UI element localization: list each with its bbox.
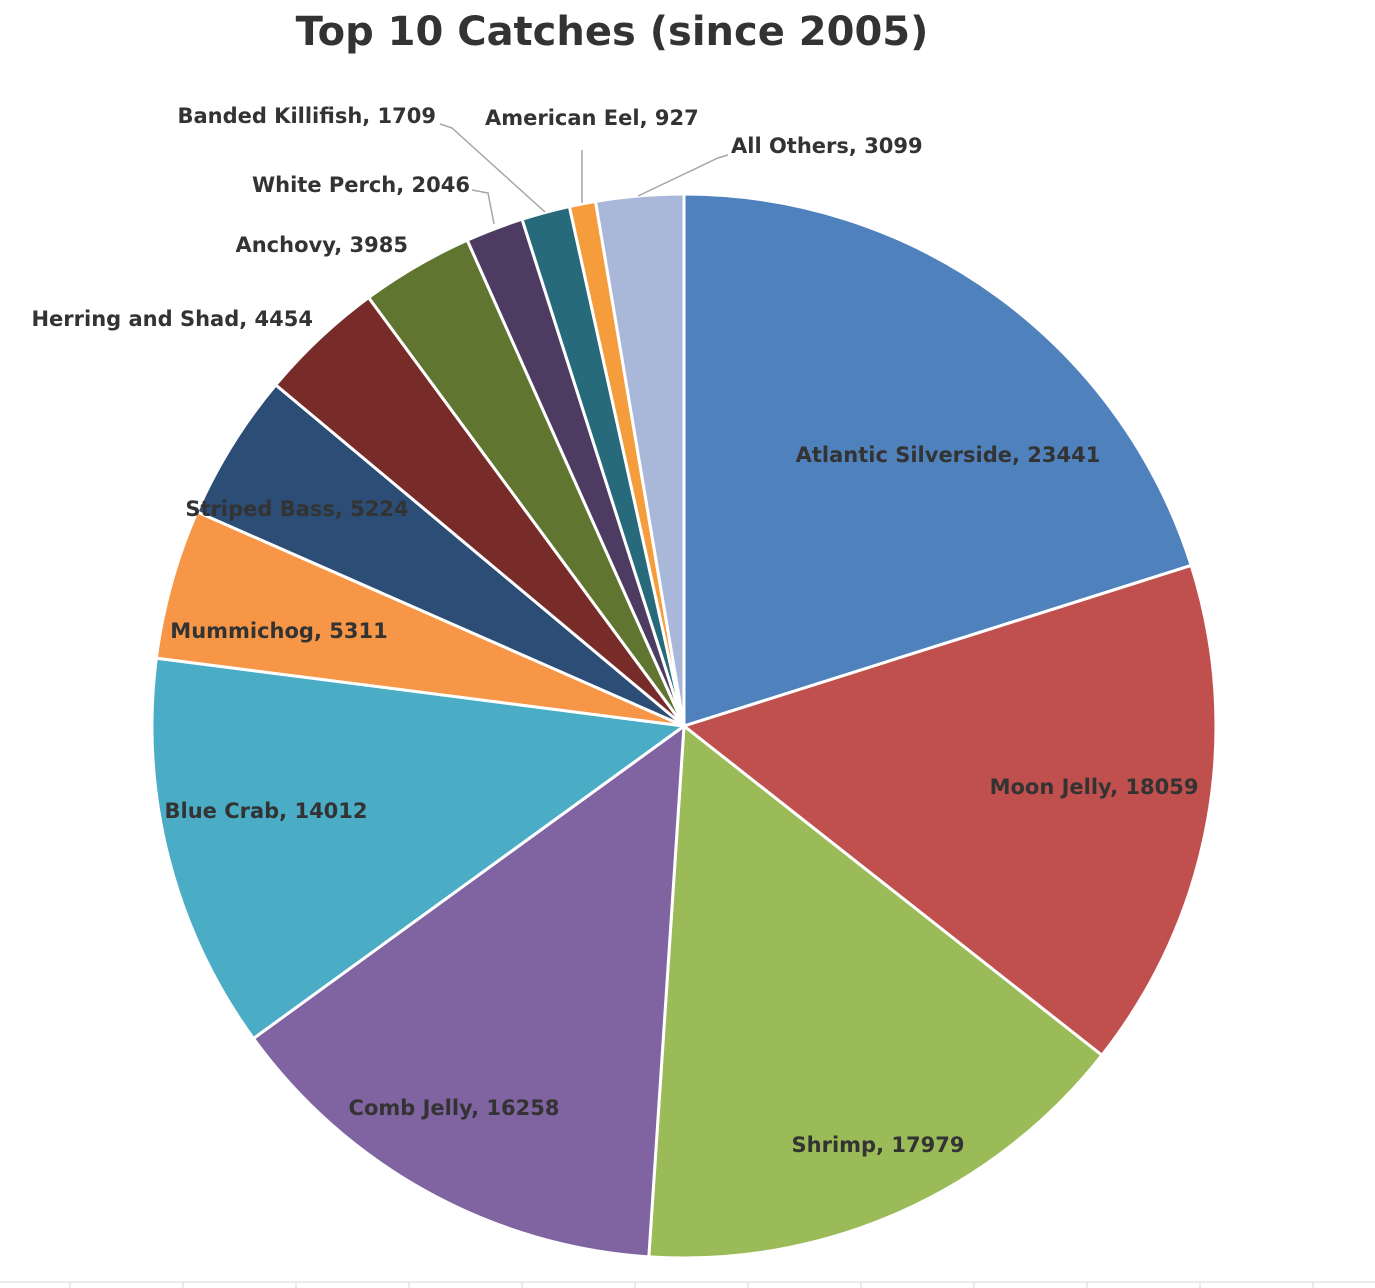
sheet-grid <box>0 1281 1375 1288</box>
data-label: Blue Crab, 14012 <box>164 799 367 823</box>
data-label: White Perch, 2046 <box>252 173 470 197</box>
data-label: Banded Killifish, 1709 <box>177 104 436 128</box>
pie-slice <box>647 723 1104 1260</box>
data-label: All Others, 3099 <box>731 134 923 158</box>
leader-lines <box>439 123 729 225</box>
data-label: Shrimp, 17979 <box>792 1133 965 1157</box>
data-label: Moon Jelly, 18059 <box>990 775 1199 799</box>
pie-slice <box>251 722 686 1259</box>
data-label: Herring and Shad, 4454 <box>31 307 313 331</box>
chart-title: Top 10 Catches (since 2005) <box>296 9 929 55</box>
pie-slice <box>680 563 1218 1058</box>
data-label: Mummichog, 5311 <box>170 619 387 643</box>
data-label: Comb Jelly, 16258 <box>349 1096 560 1120</box>
data-label: American Eel, 927 <box>485 106 699 130</box>
data-label: Atlantic Silverside, 23441 <box>796 443 1101 467</box>
data-label: Anchovy, 3985 <box>235 233 408 257</box>
pie-slice <box>150 656 688 1041</box>
pie-slice <box>682 192 1194 729</box>
data-label: Striped Bass, 5224 <box>185 497 408 521</box>
